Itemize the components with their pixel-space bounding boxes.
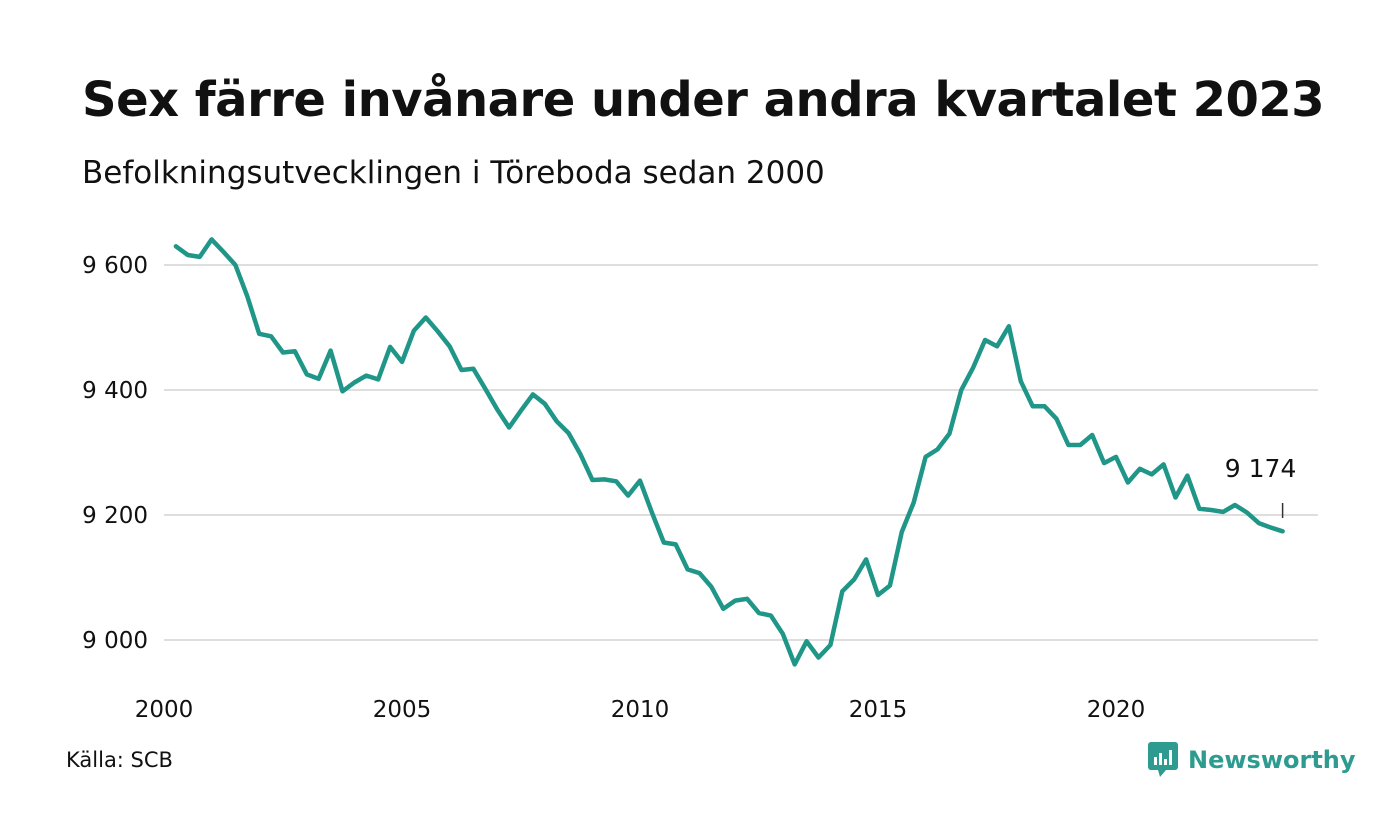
x-tick-label: 2015 [849, 697, 908, 723]
chart-subtitle: Befolkningsutvecklingen i Töreboda sedan… [82, 155, 825, 191]
x-axis-ticks: 2000 2005 2010 2015 2020 [135, 697, 1146, 723]
y-tick-label: 9 600 [82, 253, 148, 279]
x-tick-label: 2020 [1087, 697, 1146, 723]
last-value-label: 9 174 [1225, 454, 1297, 483]
newsworthy-icon [1148, 742, 1178, 777]
chart-title: Sex färre invånare under andra kvartalet… [82, 72, 1325, 128]
x-tick-label: 2005 [373, 697, 432, 723]
brand-name: Newsworthy [1188, 746, 1356, 774]
series-layer [173, 237, 1285, 667]
y-tick-label: 9 000 [82, 628, 148, 654]
x-tick-label: 2000 [135, 697, 194, 723]
annotation-layer: 9 174 [1225, 454, 1297, 518]
series-line [173, 237, 1285, 667]
y-axis-ticks: 9 000 9 200 9 400 9 600 [82, 253, 148, 654]
y-tick-label: 9 400 [82, 378, 148, 404]
y-tick-label: 9 200 [82, 503, 148, 529]
gridlines [164, 264, 1318, 641]
line-chart: 9 000 9 200 9 400 9 600 2000 2005 2010 2015 202… [82, 237, 1318, 723]
x-tick-label: 2010 [611, 697, 670, 723]
source-note: Källa: SCB [66, 748, 173, 772]
brand-logo: Newsworthy [1148, 742, 1356, 778]
